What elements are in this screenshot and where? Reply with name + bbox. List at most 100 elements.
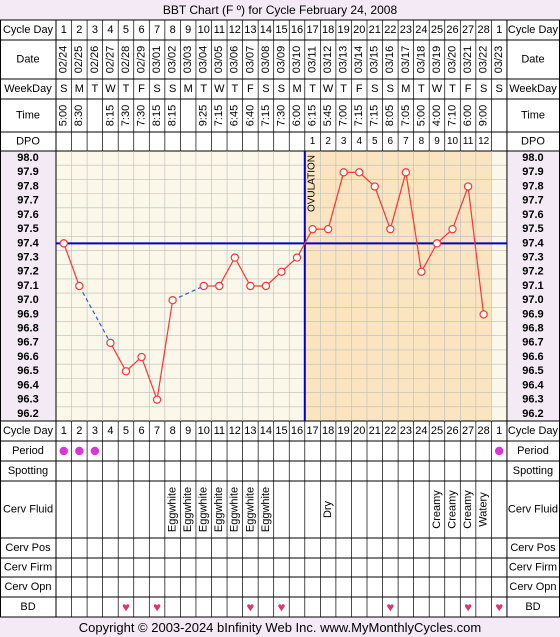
date-label: 03/20 [446, 46, 458, 74]
table-row-background [0, 558, 560, 577]
cycle-day-label: 25 [431, 425, 443, 437]
cerv-fluid-label: Eggwhite [213, 487, 225, 532]
date-label: 03/01 [151, 46, 163, 74]
temperature-point [215, 281, 224, 291]
y-tick-label: 96.8 [522, 323, 543, 335]
cycle-day-label: 4 [107, 24, 113, 36]
time-label: 6:40 [244, 105, 256, 126]
date-label: 02/27 [104, 46, 116, 74]
temperature-line-segment [389, 172, 407, 230]
y-tick-label: 96.2 [17, 408, 38, 420]
row-label: BD [525, 601, 540, 613]
cycle-day-label: 2 [76, 425, 82, 437]
weekday-label: M [401, 83, 410, 95]
weekday-label: T [309, 83, 316, 95]
time-label: 6:45 [229, 105, 241, 126]
weekday-label: W [214, 83, 225, 95]
date-label: 03/11 [306, 46, 318, 73]
weekday-label: T [449, 83, 456, 95]
cerv-fluid-label: Eggwhite [198, 487, 210, 532]
temperature-point [106, 338, 115, 348]
temperature-line-segment [296, 228, 314, 258]
time-label: 7:30 [135, 105, 147, 126]
row-label: Cerv Pos [510, 542, 556, 554]
row-label: Cycle Day [508, 425, 559, 437]
cycle-day-label: 1 [61, 24, 67, 36]
y-tick-label: 97.1 [17, 280, 38, 292]
row-label: Period [517, 445, 549, 457]
weekday-label: M [75, 83, 84, 95]
cycle-day-label: 10 [198, 24, 210, 36]
y-tick-label: 96.3 [17, 394, 38, 406]
cycle-day-label: 8 [170, 425, 176, 437]
cycle-day-label: 18 [322, 425, 334, 437]
y-tick-label: 96.4 [17, 379, 39, 391]
ovulation-label: OVULATION [306, 155, 317, 212]
y-tick-label: 96.9 [17, 308, 38, 320]
cycle-day-label: 20 [353, 24, 365, 36]
temperature-point [121, 367, 131, 376]
cycle-day-label: 11 [214, 24, 225, 36]
weekday-label: M [184, 83, 193, 95]
y-tick-label: 97.7 [522, 195, 543, 207]
cycle-day-label: 26 [446, 24, 458, 36]
y-tick-label: 96.7 [17, 337, 38, 349]
y-tick-label: 96.3 [522, 394, 543, 406]
cycle-day-label: 1 [496, 24, 502, 36]
temperature-line-segment [451, 186, 469, 230]
row-label: DPO [16, 135, 40, 147]
row-label: Cerv Fluid [508, 503, 558, 515]
row-label: Date [16, 53, 39, 65]
date-label: 03/17 [400, 46, 412, 74]
cycle-day-label: 4 [107, 425, 113, 437]
dpo-label: 6 [388, 136, 394, 147]
table-row-background [0, 577, 560, 597]
table-row-background [0, 421, 560, 441]
y-tick-label: 97.0 [17, 294, 38, 306]
weekday-label: W [105, 83, 116, 95]
y-tick-label: 97.9 [17, 166, 38, 178]
temperature-point [432, 239, 442, 248]
time-label: 5:00 [415, 105, 427, 126]
cycle-day-label: 27 [462, 24, 474, 36]
dpo-label: 8 [419, 136, 425, 147]
cycle-day-label: 17 [306, 24, 318, 36]
table-row-background [0, 461, 560, 481]
time-label: 9:25 [198, 105, 210, 126]
bd-heart-icon: ♥ [495, 599, 503, 614]
date-label: 03/18 [415, 46, 427, 74]
y-tick-label: 96.5 [522, 365, 543, 377]
temperature-line-segment [109, 342, 127, 372]
weekday-label: T [92, 83, 99, 95]
row-label: Date [521, 53, 544, 65]
temperature-gap-line [78, 285, 111, 344]
y-tick-label: 97.4 [522, 237, 544, 249]
y-tick-label: 97.6 [17, 209, 38, 221]
weekday-label: S [60, 83, 67, 95]
weekday-label: F [356, 83, 363, 95]
temperature-point [339, 168, 348, 177]
weekday-label: T [231, 83, 238, 95]
cycle-day-label: 28 [478, 24, 490, 36]
row-label: Period [12, 445, 44, 457]
cycle-day-label: 23 [400, 425, 412, 437]
temperature-point [261, 281, 271, 291]
row-label: Cerv Opn [509, 581, 556, 593]
y-tick-label: 96.4 [522, 379, 544, 391]
temperature-point [308, 224, 317, 234]
temperature-point [59, 239, 68, 248]
time-label: 5:45 [322, 105, 334, 126]
row-label: Cycle Day [3, 24, 54, 36]
period-dot [59, 446, 68, 456]
bd-heart-icon: ♥ [278, 599, 286, 614]
date-label: 03/16 [384, 46, 396, 74]
weekday-label: S [496, 83, 503, 95]
date-label: 03/10 [291, 46, 303, 74]
temperature-point [355, 168, 364, 177]
time-label: 7:15 [213, 105, 225, 126]
temperature-line-segment [405, 172, 423, 272]
weekday-label: T [200, 83, 207, 95]
cycle-day-label: 13 [244, 425, 256, 437]
temperature-line-segment [467, 186, 485, 315]
y-tick-label: 96.5 [17, 365, 38, 377]
